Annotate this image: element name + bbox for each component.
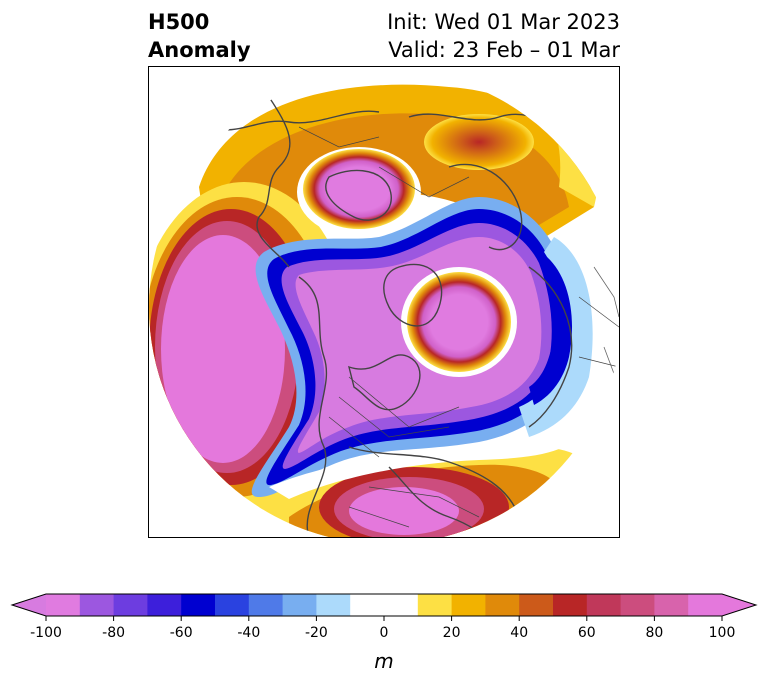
colorbar-segment xyxy=(384,594,419,616)
positive-core-south xyxy=(349,487,459,535)
title-dates: Init: Wed 01 Mar 2023 Valid: 23 Feb – 01… xyxy=(387,8,620,64)
colorbar-segment xyxy=(113,594,148,616)
title-field-type: Anomaly xyxy=(148,38,251,62)
neutral-band-south xyxy=(269,443,559,499)
colorbar-segment xyxy=(451,594,486,616)
coastlines xyxy=(208,96,580,537)
colorbar-segment xyxy=(417,594,453,616)
border-path-1 xyxy=(348,376,460,428)
colorbar-segment xyxy=(586,594,622,616)
border-path-7 xyxy=(298,126,380,148)
colorbar-segment xyxy=(350,594,385,616)
ridge-atlantic xyxy=(407,272,511,372)
east-outline-2 xyxy=(593,266,619,318)
colorbar-segment xyxy=(654,594,689,616)
colorbar-segment xyxy=(553,594,588,616)
colorbar-tick-label: 100 xyxy=(709,625,736,641)
valid-range: Valid: 23 Feb – 01 Mar xyxy=(388,38,620,62)
colorbar-tick-label: 0 xyxy=(380,625,389,641)
colorbar-tick-label: -40 xyxy=(237,625,260,641)
border-path-10 xyxy=(578,356,619,368)
colorbar-segment xyxy=(316,594,351,616)
coast-path-5 xyxy=(325,169,392,221)
colorbar-segment xyxy=(519,594,554,616)
border-path-5 xyxy=(348,506,410,528)
anomaly-map-svg xyxy=(149,70,619,537)
hemisphere xyxy=(149,70,619,537)
colorbar-segment xyxy=(282,594,317,616)
coast-path-3 xyxy=(348,354,421,411)
title-field: H500 Anomaly xyxy=(148,8,251,64)
colorbar-tick-label: 40 xyxy=(510,625,528,641)
colorbar-ticks: -100 -80 -60 -40 -20 0 20 40 60 80 100 xyxy=(30,616,735,641)
colorbar-segment xyxy=(147,594,182,616)
ridge-north xyxy=(303,149,415,229)
coast-path-8 xyxy=(348,446,520,518)
colorbar-tick-label: -60 xyxy=(170,625,193,641)
coast-path-1 xyxy=(256,96,291,268)
colorbar-tick-label: -80 xyxy=(102,625,125,641)
anomaly-map xyxy=(148,66,620,538)
colorbar-segment xyxy=(46,594,81,616)
border-path-6 xyxy=(378,166,470,198)
colorbar-extend-over xyxy=(722,594,756,616)
colorbar: -100 -80 -60 -40 -20 0 20 40 60 80 100 m xyxy=(10,593,758,673)
border-path-2 xyxy=(338,396,450,438)
border-path-4 xyxy=(368,486,480,518)
colorbar-tick-label: 80 xyxy=(645,625,663,641)
positive-core-west xyxy=(161,235,285,463)
colorbar-segment xyxy=(620,594,655,616)
colorbar-segments xyxy=(10,593,758,617)
colorbar-extend-under xyxy=(12,594,46,616)
colorbar-tick-label: 60 xyxy=(578,625,596,641)
colorbar-segment xyxy=(248,594,284,616)
negative-east-core xyxy=(529,257,573,405)
colorbar-tick-label: 20 xyxy=(443,625,461,641)
colorbar-unit: m xyxy=(374,649,393,673)
warm-core-north xyxy=(424,114,534,170)
colorbar-tick-label: -100 xyxy=(30,625,62,641)
init-date: Init: Wed 01 Mar 2023 xyxy=(387,10,620,34)
negative-east-fringe xyxy=(519,237,593,437)
colorbar-segment xyxy=(485,594,520,616)
coast-path-2 xyxy=(298,276,328,537)
border-path-9 xyxy=(578,296,619,328)
borders xyxy=(298,106,619,528)
colorbar-segment xyxy=(181,594,216,616)
colorbar-segment xyxy=(688,594,723,616)
coast-path-10 xyxy=(208,110,380,131)
border-path-3 xyxy=(328,416,380,458)
title-field-name: H500 xyxy=(148,10,210,34)
colorbar-segment xyxy=(79,594,115,616)
colorbar-segment xyxy=(215,594,250,616)
coast-path-4 xyxy=(383,263,443,327)
colorbar-tick-label: -20 xyxy=(305,625,328,641)
coast-path-6 xyxy=(448,163,523,251)
east-outline-1 xyxy=(588,96,619,158)
coast-path-7 xyxy=(528,266,573,428)
